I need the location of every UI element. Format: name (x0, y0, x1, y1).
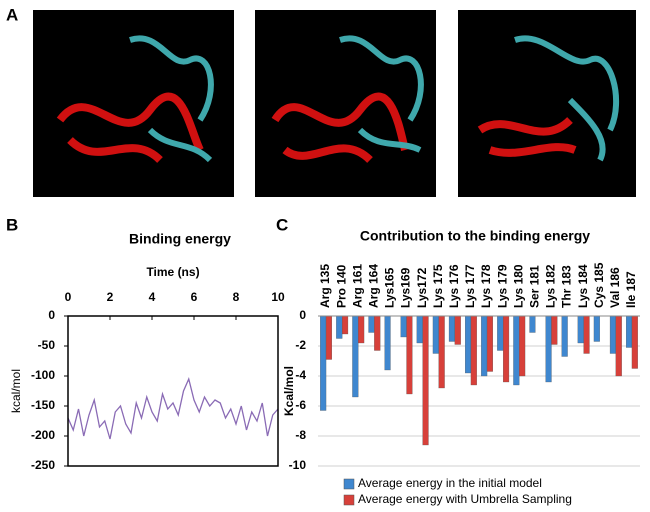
bar (358, 315, 365, 344)
y-axis-label: kcal/mol (9, 369, 23, 413)
bar (561, 315, 568, 357)
y-tick-label: -50 (38, 338, 56, 352)
x-tick-label: Thr 183 (560, 265, 574, 308)
bar (422, 315, 429, 446)
bar (545, 315, 552, 383)
bar (631, 315, 638, 369)
x-tick-label: Pro 140 (334, 264, 348, 308)
panel-label: A (6, 5, 18, 24)
x-tick-label: Ile 187 (624, 271, 638, 308)
legend-swatch (343, 494, 355, 506)
protein-image (458, 10, 636, 197)
y-tick-label: -100 (31, 368, 55, 382)
bar (438, 315, 445, 389)
x-tick-label: 8 (233, 290, 240, 304)
bar (481, 315, 488, 377)
legend-swatch (343, 478, 355, 490)
protein-image (33, 10, 234, 197)
x-tick-label: Lys 179 (495, 264, 509, 308)
bar (551, 315, 558, 345)
x-tick-label: Lys 176 (447, 264, 461, 308)
bar (615, 315, 622, 377)
bar (325, 315, 332, 360)
bar (341, 315, 349, 335)
bar (626, 315, 633, 348)
x-tick-label: Val 186 (608, 267, 622, 308)
bar (497, 315, 504, 351)
bar (593, 315, 600, 342)
bar (448, 315, 455, 342)
bar (320, 315, 327, 411)
y-tick-label: -10 (289, 458, 307, 472)
bar (432, 315, 439, 354)
y-tick-label: -200 (31, 428, 55, 442)
chart-title: Contribution to the binding energy (360, 228, 590, 244)
bar (454, 315, 461, 345)
bar (609, 315, 617, 354)
y-tick-label: -2 (295, 338, 306, 352)
bar (519, 315, 526, 377)
x-tick-label: Arg 135 (318, 264, 332, 308)
protein-image (255, 10, 436, 197)
bar (336, 315, 343, 339)
x-tick-label: 10 (271, 290, 285, 304)
x-tick-label: 6 (191, 290, 198, 304)
x-tick-label: Lys 177 (463, 264, 477, 308)
energy-line (67, 376, 279, 440)
x-axis-label: Time (ns) (146, 265, 199, 279)
x-tick-label: Lys 178 (479, 264, 493, 308)
x-tick-label: Lys 180 (511, 264, 525, 308)
bar (583, 315, 590, 354)
bar (416, 315, 423, 344)
bar (502, 315, 510, 383)
x-tick-label: Lys 182 (544, 264, 558, 308)
panel-label: C (276, 215, 288, 234)
x-tick-label: Lys165 (383, 267, 397, 308)
legend-label: Average energy with Umbrella Sampling (358, 492, 572, 506)
x-tick-label: 2 (107, 290, 114, 304)
bar (465, 315, 472, 374)
y-tick-label: -6 (295, 398, 306, 412)
chart-title: Binding energy (129, 231, 231, 247)
bar (486, 315, 493, 372)
y-tick-label: 0 (48, 308, 55, 322)
bar (577, 315, 584, 344)
x-tick-label: Arg 164 (367, 264, 381, 308)
bar (400, 315, 407, 338)
bar (406, 315, 413, 395)
bar (470, 315, 477, 386)
y-axis-label: Kcal/mol (282, 366, 296, 416)
x-tick-label: Lys 175 (431, 264, 445, 308)
y-tick-label: 0 (299, 308, 306, 322)
bar (513, 315, 520, 386)
y-tick-label: -4 (295, 368, 306, 382)
bar (384, 315, 391, 371)
legend-label: Average energy in the initial model (358, 476, 542, 490)
x-tick-label: Lys169 (399, 267, 413, 308)
x-tick-label: 0 (65, 290, 72, 304)
bar (368, 315, 375, 333)
x-tick-label: 4 (149, 290, 156, 304)
x-tick-label: Arg 161 (350, 264, 364, 308)
bar (374, 315, 381, 351)
y-tick-label: -150 (31, 398, 55, 412)
bar (529, 315, 536, 333)
plot-frame (67, 315, 279, 467)
x-tick-label: Cys 185 (592, 262, 606, 308)
bar (352, 315, 359, 398)
x-tick-label: Lys172 (415, 267, 429, 308)
x-tick-label: Lys 184 (576, 264, 590, 308)
y-tick-label: -250 (31, 458, 55, 472)
panel-label: B (6, 215, 18, 234)
x-tick-label: Ser 181 (528, 265, 542, 308)
y-tick-label: -8 (295, 428, 306, 442)
